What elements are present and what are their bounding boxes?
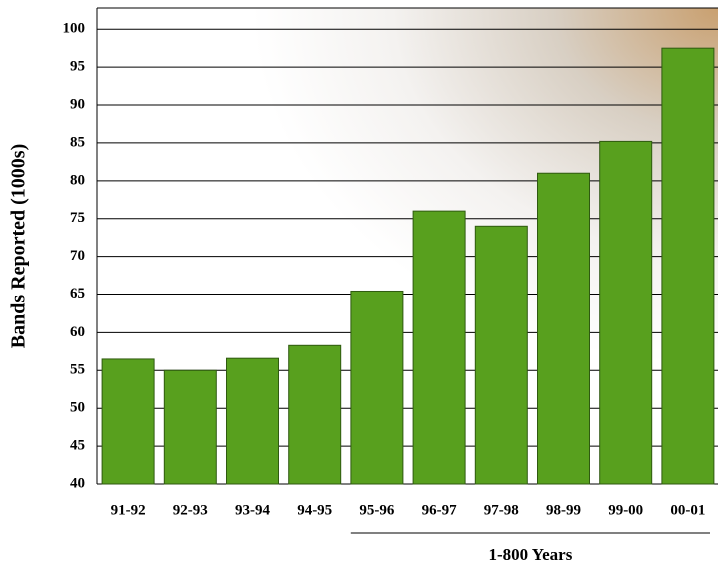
- x-tick-label: 94-95: [297, 502, 332, 518]
- x-tick-label: 97-98: [484, 502, 519, 518]
- y-tick-label: 85: [70, 134, 85, 150]
- y-tick-label: 55: [70, 362, 85, 378]
- bar: [599, 140, 653, 485]
- y-tick-label: 45: [70, 438, 85, 454]
- plot: 40 45 50 55 60 65 70 75 80 85 90 95 100 91-92 92-93 93-…: [63, 7, 718, 564]
- x-tick-label: 93-94: [235, 502, 270, 518]
- y-tick-label: 60: [70, 324, 85, 340]
- y-tick-label: 40: [70, 475, 85, 491]
- y-tick-label: 100: [63, 21, 86, 37]
- bar: [101, 358, 155, 485]
- y-tick-label: 75: [70, 210, 85, 226]
- x-tick-label: 96-97: [422, 502, 457, 518]
- x-tick-label: 91-92: [111, 502, 146, 518]
- y-tick-label: 70: [70, 248, 85, 264]
- x-tick-label: 00-01: [670, 502, 705, 518]
- bar: [661, 47, 715, 485]
- y-tick-label: 50: [70, 400, 85, 416]
- y-axis-title: Bands Reported (1000s): [8, 144, 30, 348]
- bar: [350, 290, 404, 485]
- y-tick-label: 95: [70, 59, 85, 75]
- annotation: 1-800 Years: [488, 545, 572, 564]
- x-tick-label: 95-96: [359, 502, 394, 518]
- x-tick-label: 99-00: [608, 502, 643, 518]
- y-tick-label: 90: [70, 96, 85, 112]
- x-tick-label: 98-99: [546, 502, 581, 518]
- x-tick-label: 92-93: [173, 502, 208, 518]
- y-tick-label: 65: [70, 286, 85, 302]
- bar: [537, 172, 590, 485]
- bar: [163, 369, 217, 485]
- bar: [412, 210, 466, 485]
- bar: [474, 225, 528, 485]
- bar: [226, 357, 279, 485]
- bar: [288, 344, 342, 485]
- y-tick-label: 80: [70, 172, 85, 188]
